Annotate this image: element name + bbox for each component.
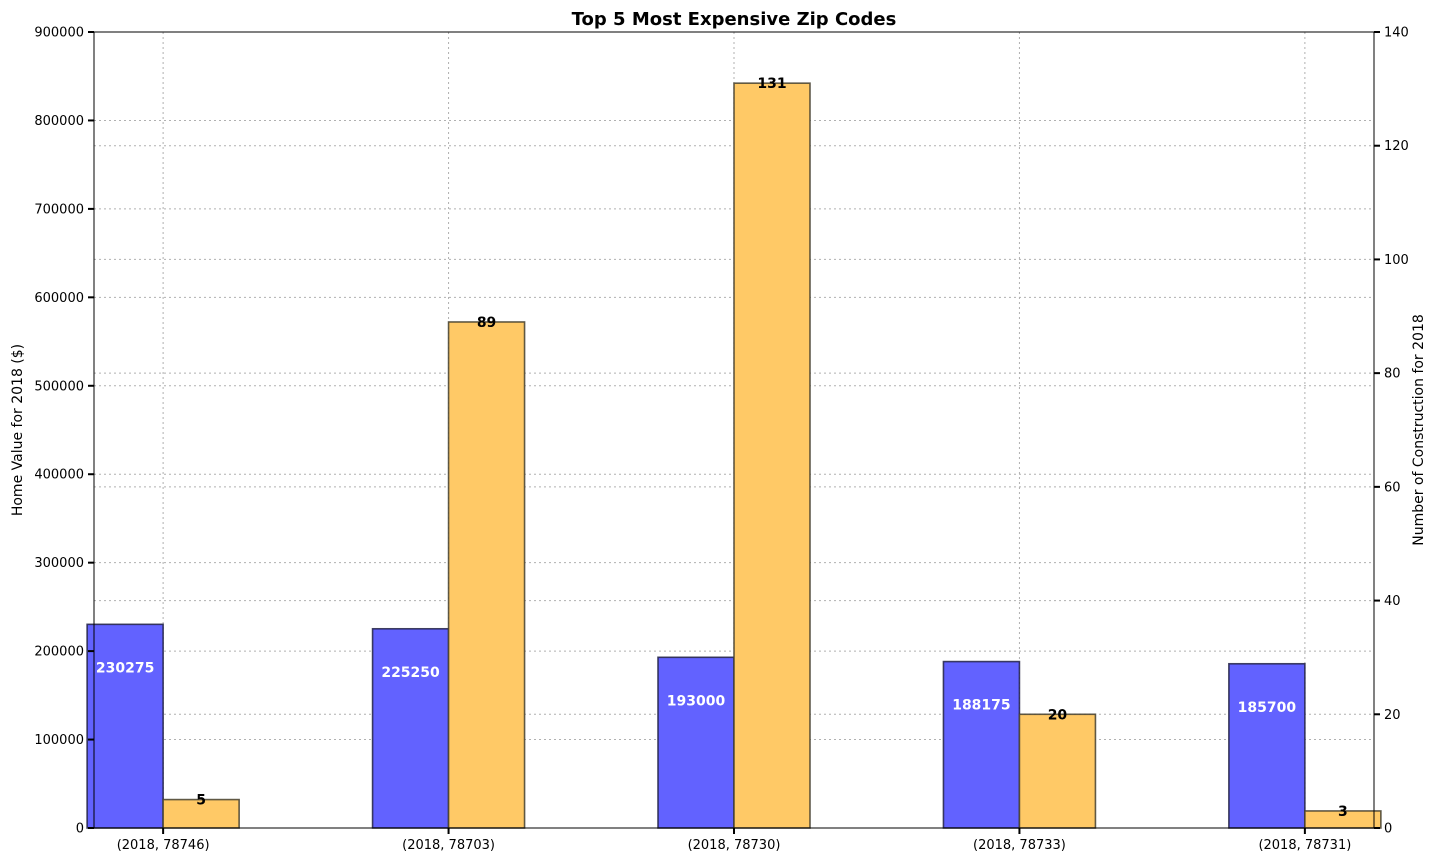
construction-bar-3 [1018, 713, 1097, 829]
y-tick-label-3: 300000 [34, 556, 84, 571]
bar-labels: 230275 5 225250 89 193000 131 188175 20 185700 3 [96, 76, 1348, 820]
y2-tick-label-0: 0 [1384, 822, 1392, 837]
y-tick-label-6: 600000 [34, 291, 84, 306]
home-value-label-2: 193000 [667, 693, 726, 709]
x-tick-label-0: (2018, 78746) [117, 838, 210, 853]
y-tick-label-8: 800000 [34, 114, 84, 129]
bars [86, 82, 1382, 829]
axes: 0 100000 200000 300000 400000 500000 600000 700… [34, 26, 1408, 854]
construction-label-1: 89 [477, 315, 496, 331]
y2-tick-label-6: 120 [1384, 139, 1409, 154]
home-value-label-1: 225250 [381, 665, 440, 681]
y2-tick-label-7: 140 [1384, 26, 1409, 41]
y-tick-label-5: 500000 [34, 379, 84, 394]
construction-label-4: 3 [1338, 804, 1348, 820]
home-value-bar-0 [86, 623, 164, 829]
construction-bar-2 [733, 82, 811, 829]
y2-tick-label-5: 100 [1384, 253, 1409, 268]
y2-tick-label-1: 20 [1384, 708, 1401, 723]
x-tick-label-3: (2018, 78733) [973, 838, 1066, 853]
home-value-label-4: 185700 [1238, 700, 1297, 716]
home-value-bar-3 [942, 660, 1021, 829]
x-tick-label-4: (2018, 78731) [1258, 838, 1351, 853]
y-tick-label-4: 400000 [34, 468, 84, 483]
construction-bar-1 [447, 321, 526, 829]
chart-title: Top 5 Most Expensive Zip Codes [572, 9, 897, 30]
home-value-label-3: 188175 [952, 698, 1010, 714]
home-value-bar-1 [371, 627, 450, 829]
y2-tick-label-4: 80 [1384, 367, 1401, 382]
y-tick-label-0: 0 [76, 822, 84, 837]
construction-bar-0 [162, 798, 240, 829]
y2-axis-label: Number of Construction for 2018 [1411, 314, 1427, 546]
y2-tick-label-3: 60 [1384, 480, 1401, 495]
y2-tick-label-2: 40 [1384, 594, 1401, 609]
x-tick-label-1: (2018, 78703) [402, 838, 495, 853]
x-tick-label-2: (2018, 78730) [688, 838, 781, 853]
construction-label-0: 5 [196, 793, 206, 809]
construction-label-3: 20 [1048, 707, 1068, 723]
y-tick-label-1: 100000 [34, 733, 84, 748]
y-tick-label-7: 700000 [34, 202, 84, 217]
home-value-bar-2 [657, 656, 735, 829]
home-value-bar-4 [1228, 662, 1306, 829]
construction-label-2: 131 [757, 76, 786, 92]
y-tick-label-2: 200000 [34, 645, 84, 660]
y-tick-label-9: 900000 [34, 26, 84, 41]
y-axis-label: Home Value for 2018 ($) [10, 344, 26, 516]
home-value-label-0: 230275 [96, 660, 154, 676]
